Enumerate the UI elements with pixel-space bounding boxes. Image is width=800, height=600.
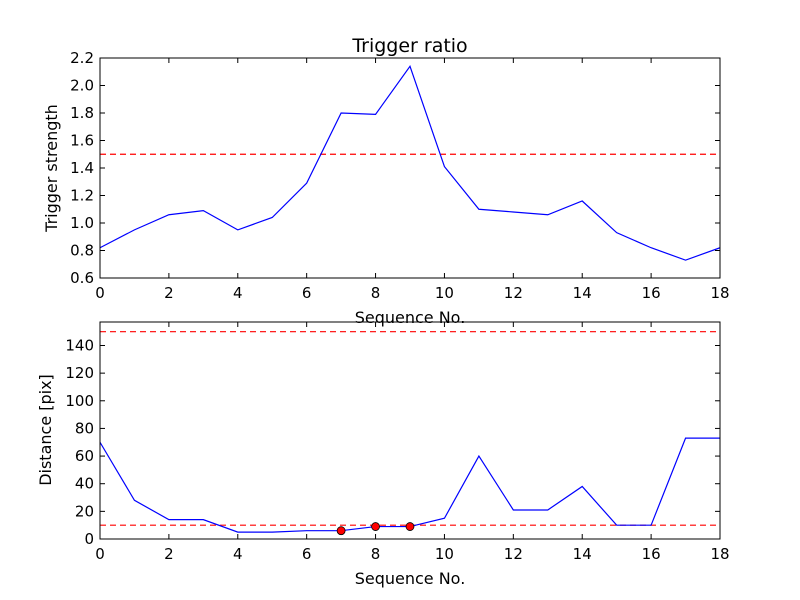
top-subplot: Trigger ratio 0 2 4 6 8 10 12 14 16 18 0.6 0.8 1.0 1.… [42,35,730,327]
bottom-x-tick-label: 14 [573,545,592,563]
top-y-tick-label: 1.8 [70,104,94,122]
top-axes-frame [99,57,721,279]
top-x-tick-label: 8 [371,284,381,302]
bottom-marker-point [336,526,346,536]
top-y-tick-label: 0.8 [70,242,94,260]
top-y-tick-label: 2.2 [70,49,94,67]
bottom-y-axis-label: Distance [pix] [36,374,55,486]
bottom-y-tick-label: 140 [65,336,94,354]
top-y-tick-label: 1.6 [70,132,94,150]
bottom-plot-area [99,331,720,536]
top-x-tick-label: 6 [302,284,312,302]
bottom-x-tick-label: 6 [302,545,312,563]
bottom-x-tick-label: 10 [435,545,454,563]
bottom-x-tick-label: 12 [504,545,523,563]
bottom-x-tick-label: 4 [233,545,243,563]
bottom-series-line-0 [99,437,720,533]
top-x-tick-label: 16 [642,284,661,302]
top-x-tick-label: 0 [95,284,105,302]
bottom-y-tick-label: 20 [75,502,94,520]
bottom-y-tick-label: 40 [75,475,94,493]
top-y-tick-label: 2.0 [70,77,94,95]
top-x-tick-label: 2 [164,284,174,302]
top-x-tick-label: 12 [504,284,523,302]
bottom-x-tick-label: 0 [95,545,105,563]
bottom-marker-point [371,522,380,531]
top-x-tick-label: 10 [435,284,454,302]
top-y-tick-label: 0.6 [70,269,94,287]
top-y-tick-label: 1.4 [70,159,94,177]
bottom-x-tick-label: 18 [710,545,729,563]
bottom-y-tick-label: 0 [84,530,94,548]
bottom-y-tick-label: 100 [65,392,94,410]
bottom-x-tick-label: 8 [371,545,381,563]
bottom-marker-point [405,522,415,531]
top-y-axis-label: Trigger strength [42,104,61,233]
top-x-tick-label: 18 [710,284,729,302]
bottom-subplot: 0 2 4 6 8 10 12 14 16 18 0 20 40 60 80 100 120 140 Sequen… [36,321,730,588]
top-plot-area [99,64,721,261]
top-x-axis-label: Sequence No. [355,308,466,327]
bottom-y-tick-label: 80 [75,419,94,437]
top-y-tick-label: 1.2 [70,187,94,205]
bottom-x-tick-label: 16 [642,545,661,563]
bottom-y-tick-label: 120 [65,364,94,382]
top-x-tick-label: 4 [233,284,243,302]
top-chart-title: Trigger ratio [351,35,467,57]
bottom-ticks: 0 2 4 6 8 10 12 14 16 18 0 20 40 60 80 100 120 140 [65,322,730,563]
top-series-line-0 [99,64,721,261]
top-y-tick-label: 1.0 [70,214,94,232]
top-x-tick-label: 14 [573,284,592,302]
top-ticks: 0 2 4 6 8 10 12 14 16 18 0.6 0.8 1.0 1.2 1.4 1.6 1.8 2.0 2… [70,49,729,302]
bottom-axes-frame [99,321,721,540]
bottom-x-axis-label: Sequence No. [355,569,466,588]
bottom-y-tick-label: 60 [75,447,94,465]
bottom-x-tick-label: 2 [164,545,174,563]
